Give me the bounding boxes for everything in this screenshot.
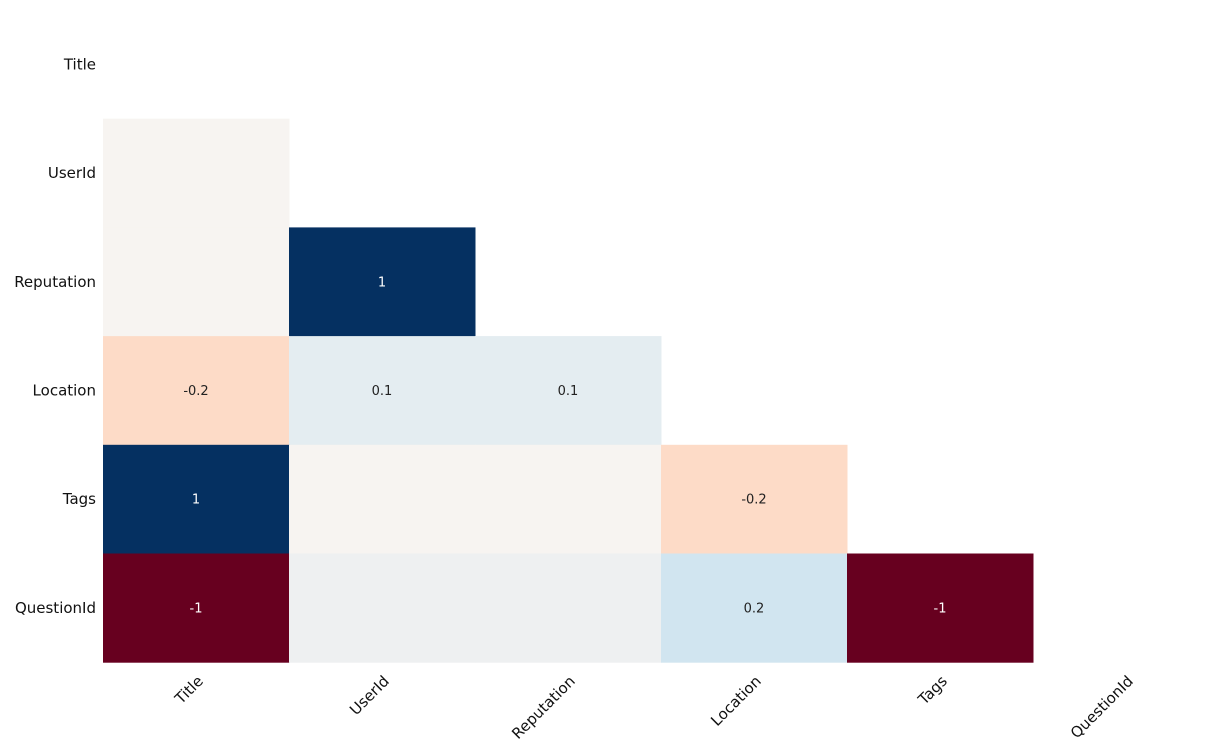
heatmap-cell-tags-title <box>103 444 290 554</box>
cell-value-label: -0.2 <box>183 384 208 399</box>
cell-value-label: -1 <box>934 601 947 616</box>
cell-value-label: 0.1 <box>558 384 579 399</box>
row-label-title: Title <box>63 55 96 73</box>
heatmap-cell-reputation-userid <box>289 227 476 337</box>
heatmap-cell-location-userid <box>289 336 476 446</box>
heatmap-cell-questionid-tags <box>847 553 1034 663</box>
row-labels: Title UserId Reputation Location Tags Questio… <box>14 55 96 617</box>
cell-value-label: -1 <box>190 601 203 616</box>
row-label-questionid: QuestionId <box>15 599 96 617</box>
row-label-reputation: Reputation <box>14 273 96 291</box>
row-label-userid: UserId <box>48 164 96 182</box>
cell-value-label: 1 <box>192 493 200 508</box>
heatmap-cell-location-title <box>103 336 290 446</box>
heatmap-cell-questionid-reputation <box>475 553 662 663</box>
heatmap-cell-tags-userid <box>289 444 476 554</box>
heatmap-cell-labels: 1 -0.2 0.1 0.1 1 -0.2 -1 0.2 -1 <box>183 275 946 616</box>
heatmap-cell-questionid-userid <box>289 553 476 663</box>
column-label-reputation: Reputation <box>508 672 579 743</box>
cell-value-label: -0.2 <box>741 493 766 508</box>
column-label-title: Title <box>171 672 207 708</box>
heatmap-cells <box>103 118 1034 663</box>
heatmap-cell-userid-title <box>103 118 290 228</box>
cell-value-label: 1 <box>378 275 386 290</box>
heatmap-cell-questionid-location <box>661 553 848 663</box>
heatmap-cell-tags-location <box>661 444 848 554</box>
column-labels: Title UserId Reputation Location Tags Questio… <box>171 672 1137 743</box>
heatmap-cell-reputation-title <box>103 227 290 337</box>
heatmap-cell-tags-reputation <box>475 444 662 554</box>
column-label-tags: Tags <box>914 672 951 709</box>
column-label-location: Location <box>707 672 765 730</box>
heatmap-cell-location-reputation <box>475 336 662 446</box>
cell-value-label: 0.2 <box>744 601 765 616</box>
cell-value-label: 0.1 <box>372 384 393 399</box>
row-label-tags: Tags <box>62 490 96 508</box>
column-label-userid: UserId <box>346 672 393 719</box>
column-label-questionid: QuestionId <box>1067 672 1137 742</box>
heatmap-cell-questionid-title <box>103 553 290 663</box>
row-label-location: Location <box>33 381 96 399</box>
